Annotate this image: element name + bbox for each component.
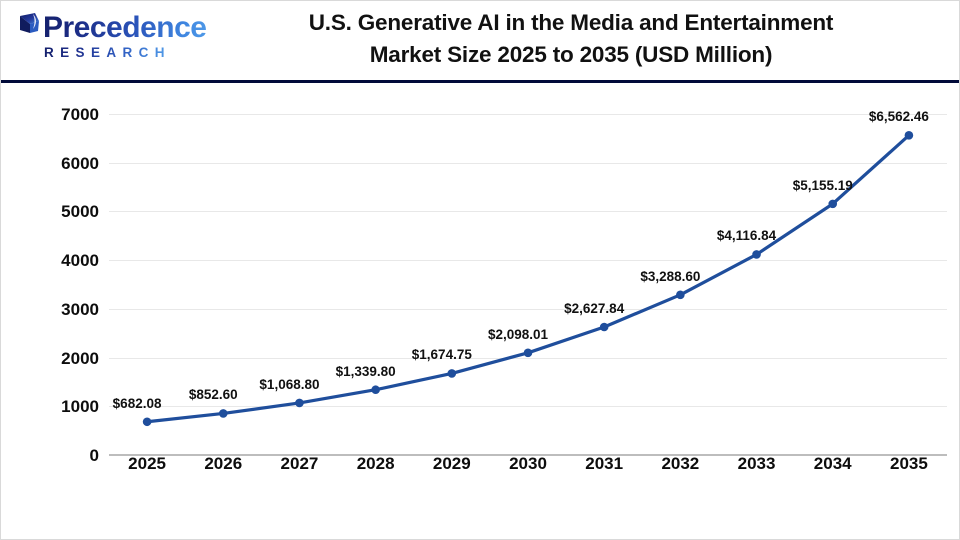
series-markers bbox=[142, 131, 914, 427]
data-point-marker bbox=[218, 409, 228, 418]
data-point-label: $1,339.80 bbox=[335, 363, 396, 379]
data-point-marker bbox=[371, 385, 380, 395]
y-axis-tick-label: 6000 bbox=[61, 153, 99, 173]
x-axis-tick-label: 2029 bbox=[432, 454, 471, 473]
x-axis-tick-label: 2026 bbox=[204, 454, 243, 473]
data-point-label: $5,155.19 bbox=[792, 177, 853, 193]
line-chart: 7000 6000 5000 4000 3000 2000 1000 0 2025 2026 20… bbox=[1, 84, 959, 539]
y-axis-tick-label: 7000 bbox=[61, 105, 99, 124]
gridline bbox=[109, 406, 947, 408]
chart-plot-area bbox=[142, 131, 914, 427]
y-axis-tick-label: 0 bbox=[89, 446, 99, 465]
title-line-1: U.S. Generative AI in the Media and Ente… bbox=[308, 10, 834, 35]
gridline bbox=[109, 114, 947, 115]
data-point-marker bbox=[752, 250, 761, 259]
x-axis-tick-label: 2033 bbox=[737, 454, 776, 473]
data-point-marker bbox=[599, 322, 609, 332]
y-axis-tick-label: 3000 bbox=[61, 299, 99, 319]
data-point-marker bbox=[904, 131, 914, 140]
chart-header: Precedence RESEARCH U.S. Generative AI i… bbox=[1, 1, 959, 83]
data-point-marker bbox=[295, 398, 304, 408]
data-point-label: $1,068.80 bbox=[259, 376, 320, 392]
gridline bbox=[109, 211, 947, 213]
x-axis-tick-label: 2035 bbox=[889, 454, 928, 473]
x-axis-line bbox=[109, 454, 947, 456]
data-point-label: $4,116.84 bbox=[716, 228, 777, 244]
precedence-leaf-icon bbox=[20, 13, 39, 33]
y-axis-tick-label: 1000 bbox=[61, 397, 99, 417]
logo-subtitle: RESEARCH bbox=[44, 45, 171, 60]
header-divider bbox=[1, 80, 959, 83]
x-axis-tick-label: 2031 bbox=[585, 454, 624, 473]
data-point-marker bbox=[447, 369, 457, 378]
data-point-label: $3,288.60 bbox=[640, 268, 701, 284]
x-axis-tick-label: 2028 bbox=[356, 454, 395, 473]
y-axis-tick-label: 2000 bbox=[61, 348, 99, 368]
y-axis-tick-label: 4000 bbox=[61, 251, 99, 271]
data-point-marker bbox=[142, 417, 152, 427]
title-line-2: Market Size 2025 to 2035 (USD Million) bbox=[369, 42, 773, 67]
precedence-research-logo: Precedence RESEARCH bbox=[13, 11, 207, 69]
data-point-label: $2,627.84 bbox=[564, 300, 625, 316]
x-axis-tick-label: 2030 bbox=[509, 454, 547, 473]
logo-wordmark: Precedence bbox=[43, 11, 207, 44]
data-point-marker bbox=[523, 348, 533, 358]
data-point-label: $682.08 bbox=[112, 395, 162, 411]
gridline bbox=[109, 308, 947, 310]
x-axis-tick-label: 2027 bbox=[280, 454, 319, 473]
y-axis-tick-label: 5000 bbox=[61, 202, 99, 222]
x-axis-tick-label: 2034 bbox=[813, 454, 852, 473]
data-point-label: $6,562.46 bbox=[868, 109, 929, 125]
x-axis-tick-label: 2025 bbox=[128, 454, 166, 473]
x-axis-tick-label: 2032 bbox=[661, 454, 700, 473]
data-point-label: $2,098.01 bbox=[487, 326, 549, 342]
data-point-marker bbox=[828, 199, 838, 209]
gridline bbox=[109, 162, 947, 164]
page-title: U.S. Generative AI in the Media and Ente… bbox=[201, 7, 941, 71]
data-point-label: $1,674.75 bbox=[411, 347, 472, 363]
gridline bbox=[109, 357, 947, 359]
data-point-label: $852.60 bbox=[188, 387, 238, 403]
gridline bbox=[109, 260, 947, 262]
data-point-marker bbox=[676, 290, 685, 300]
